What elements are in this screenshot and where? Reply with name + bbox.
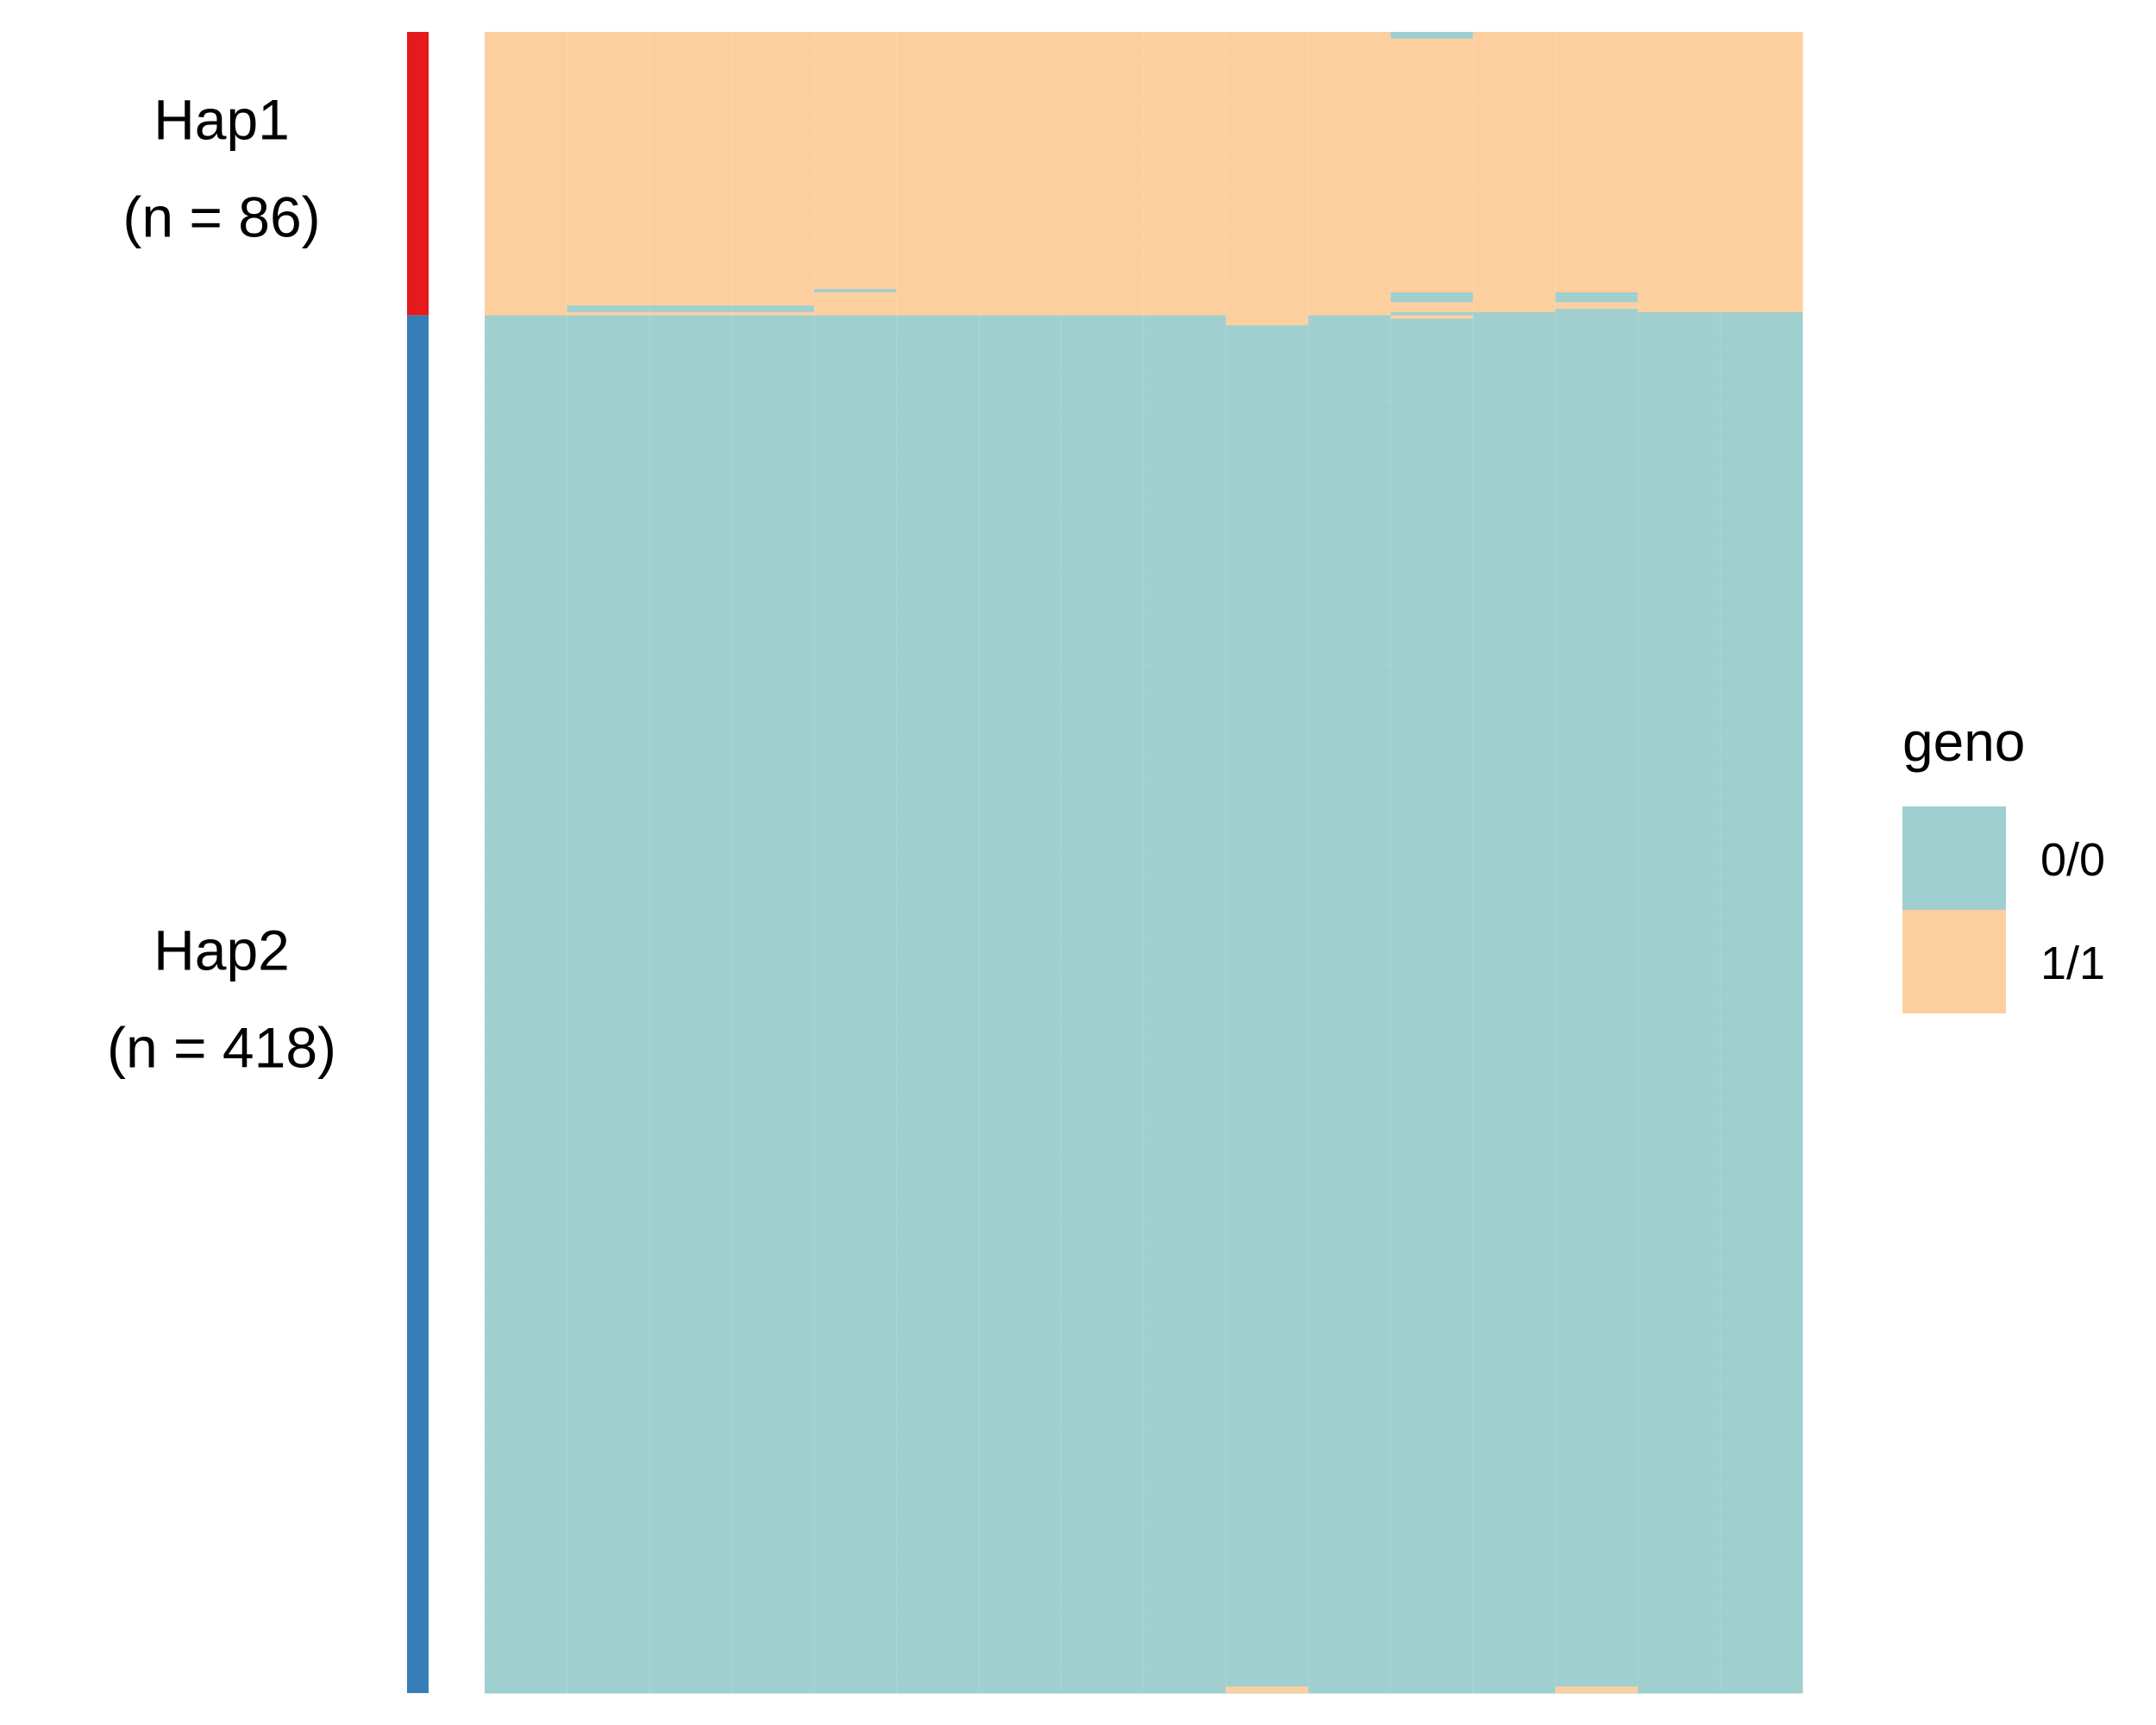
heatmap-cell	[1390, 315, 1473, 319]
legend-label-0/0: 0/0	[2040, 834, 2105, 886]
heatmap-cell	[649, 305, 732, 312]
heatmap-cell	[1390, 311, 1473, 316]
heatmap-cell	[1638, 311, 1720, 316]
heatmap-cell	[485, 315, 567, 1694]
heatmap-cell	[649, 315, 732, 1694]
heatmap-cell	[1720, 311, 1802, 316]
heatmap-cell	[1555, 1686, 1638, 1693]
heatmap-cell	[731, 315, 815, 1694]
heatmap-cell	[1225, 1686, 1308, 1693]
heatmap-cell	[1473, 32, 1556, 317]
legend-item-0/0: 0/0	[1902, 806, 2105, 910]
haplotype-annotation-bar	[407, 32, 429, 1694]
heatmap-cell	[1225, 315, 1308, 326]
heatmap-cell	[1473, 315, 1556, 1694]
haplotype-bar-hap1	[407, 32, 429, 316]
heatmap-cell	[1061, 32, 1144, 317]
legend-label-1/1: 1/1	[2040, 938, 2105, 989]
group-label-hap1: Hap1	[154, 87, 290, 151]
heatmap-cell	[896, 315, 980, 1694]
heatmap-cell	[814, 315, 897, 1694]
heatmap-cell	[979, 315, 1062, 1694]
heatmap-cell	[1225, 315, 1309, 1694]
heatmap-cell	[485, 32, 567, 317]
haplotype-labels: Hap1 (n = 86) Hap2 (n = 418)	[107, 87, 336, 1079]
haplotype-bar-hap2	[407, 315, 429, 1694]
heatmap-cell	[814, 289, 897, 292]
legend-item-1/1: 1/1	[1902, 910, 2105, 1013]
heatmap-cell	[1720, 315, 1803, 1694]
heatmap-cell	[1390, 292, 1473, 303]
legend-swatch-1/1	[1902, 910, 2006, 1013]
heatmap-cell	[814, 32, 897, 317]
heatmap-cell	[649, 32, 732, 317]
heatmap-cell	[1638, 315, 1720, 1694]
heatmap-cell	[1390, 315, 1474, 1694]
heatmap-cell	[1555, 292, 1638, 303]
heatmap-cell	[567, 32, 650, 317]
heatmap-cell	[1225, 32, 1309, 317]
heatmap-cell	[1390, 32, 1473, 39]
heatmap-cell	[731, 305, 814, 312]
heatmap-cell	[1555, 309, 1638, 316]
heatmap-cell	[1720, 32, 1803, 317]
heatmap-cell	[896, 32, 980, 317]
heatmap-cell	[1390, 32, 1474, 317]
heatmap-cell	[1061, 315, 1144, 1694]
heatmap-cell	[1473, 311, 1556, 316]
heatmap-cell	[1308, 315, 1391, 1694]
group-count-hap1: (n = 86)	[122, 185, 320, 248]
heatmap-cell	[1638, 32, 1720, 317]
heatmap-cell	[567, 305, 649, 312]
legend-title: geno	[1902, 711, 2025, 773]
heatmap-cell	[567, 315, 650, 1694]
legend-swatch-0/0	[1902, 806, 2006, 910]
heatmap-cell	[1555, 315, 1639, 1694]
heatmap-cell	[979, 32, 1062, 317]
heatmap-cell	[731, 32, 815, 317]
heatmap-cell	[1144, 32, 1226, 317]
legend: geno 0/0 1/1	[1902, 711, 2105, 1013]
heatmap-cell	[1555, 32, 1639, 317]
heatmap-cell	[1144, 315, 1226, 1694]
heatmap-panel	[485, 32, 1803, 1694]
group-count-hap2: (n = 418)	[107, 1015, 336, 1079]
heatmap-cell	[1308, 32, 1391, 317]
group-label-hap2: Hap2	[154, 918, 290, 982]
